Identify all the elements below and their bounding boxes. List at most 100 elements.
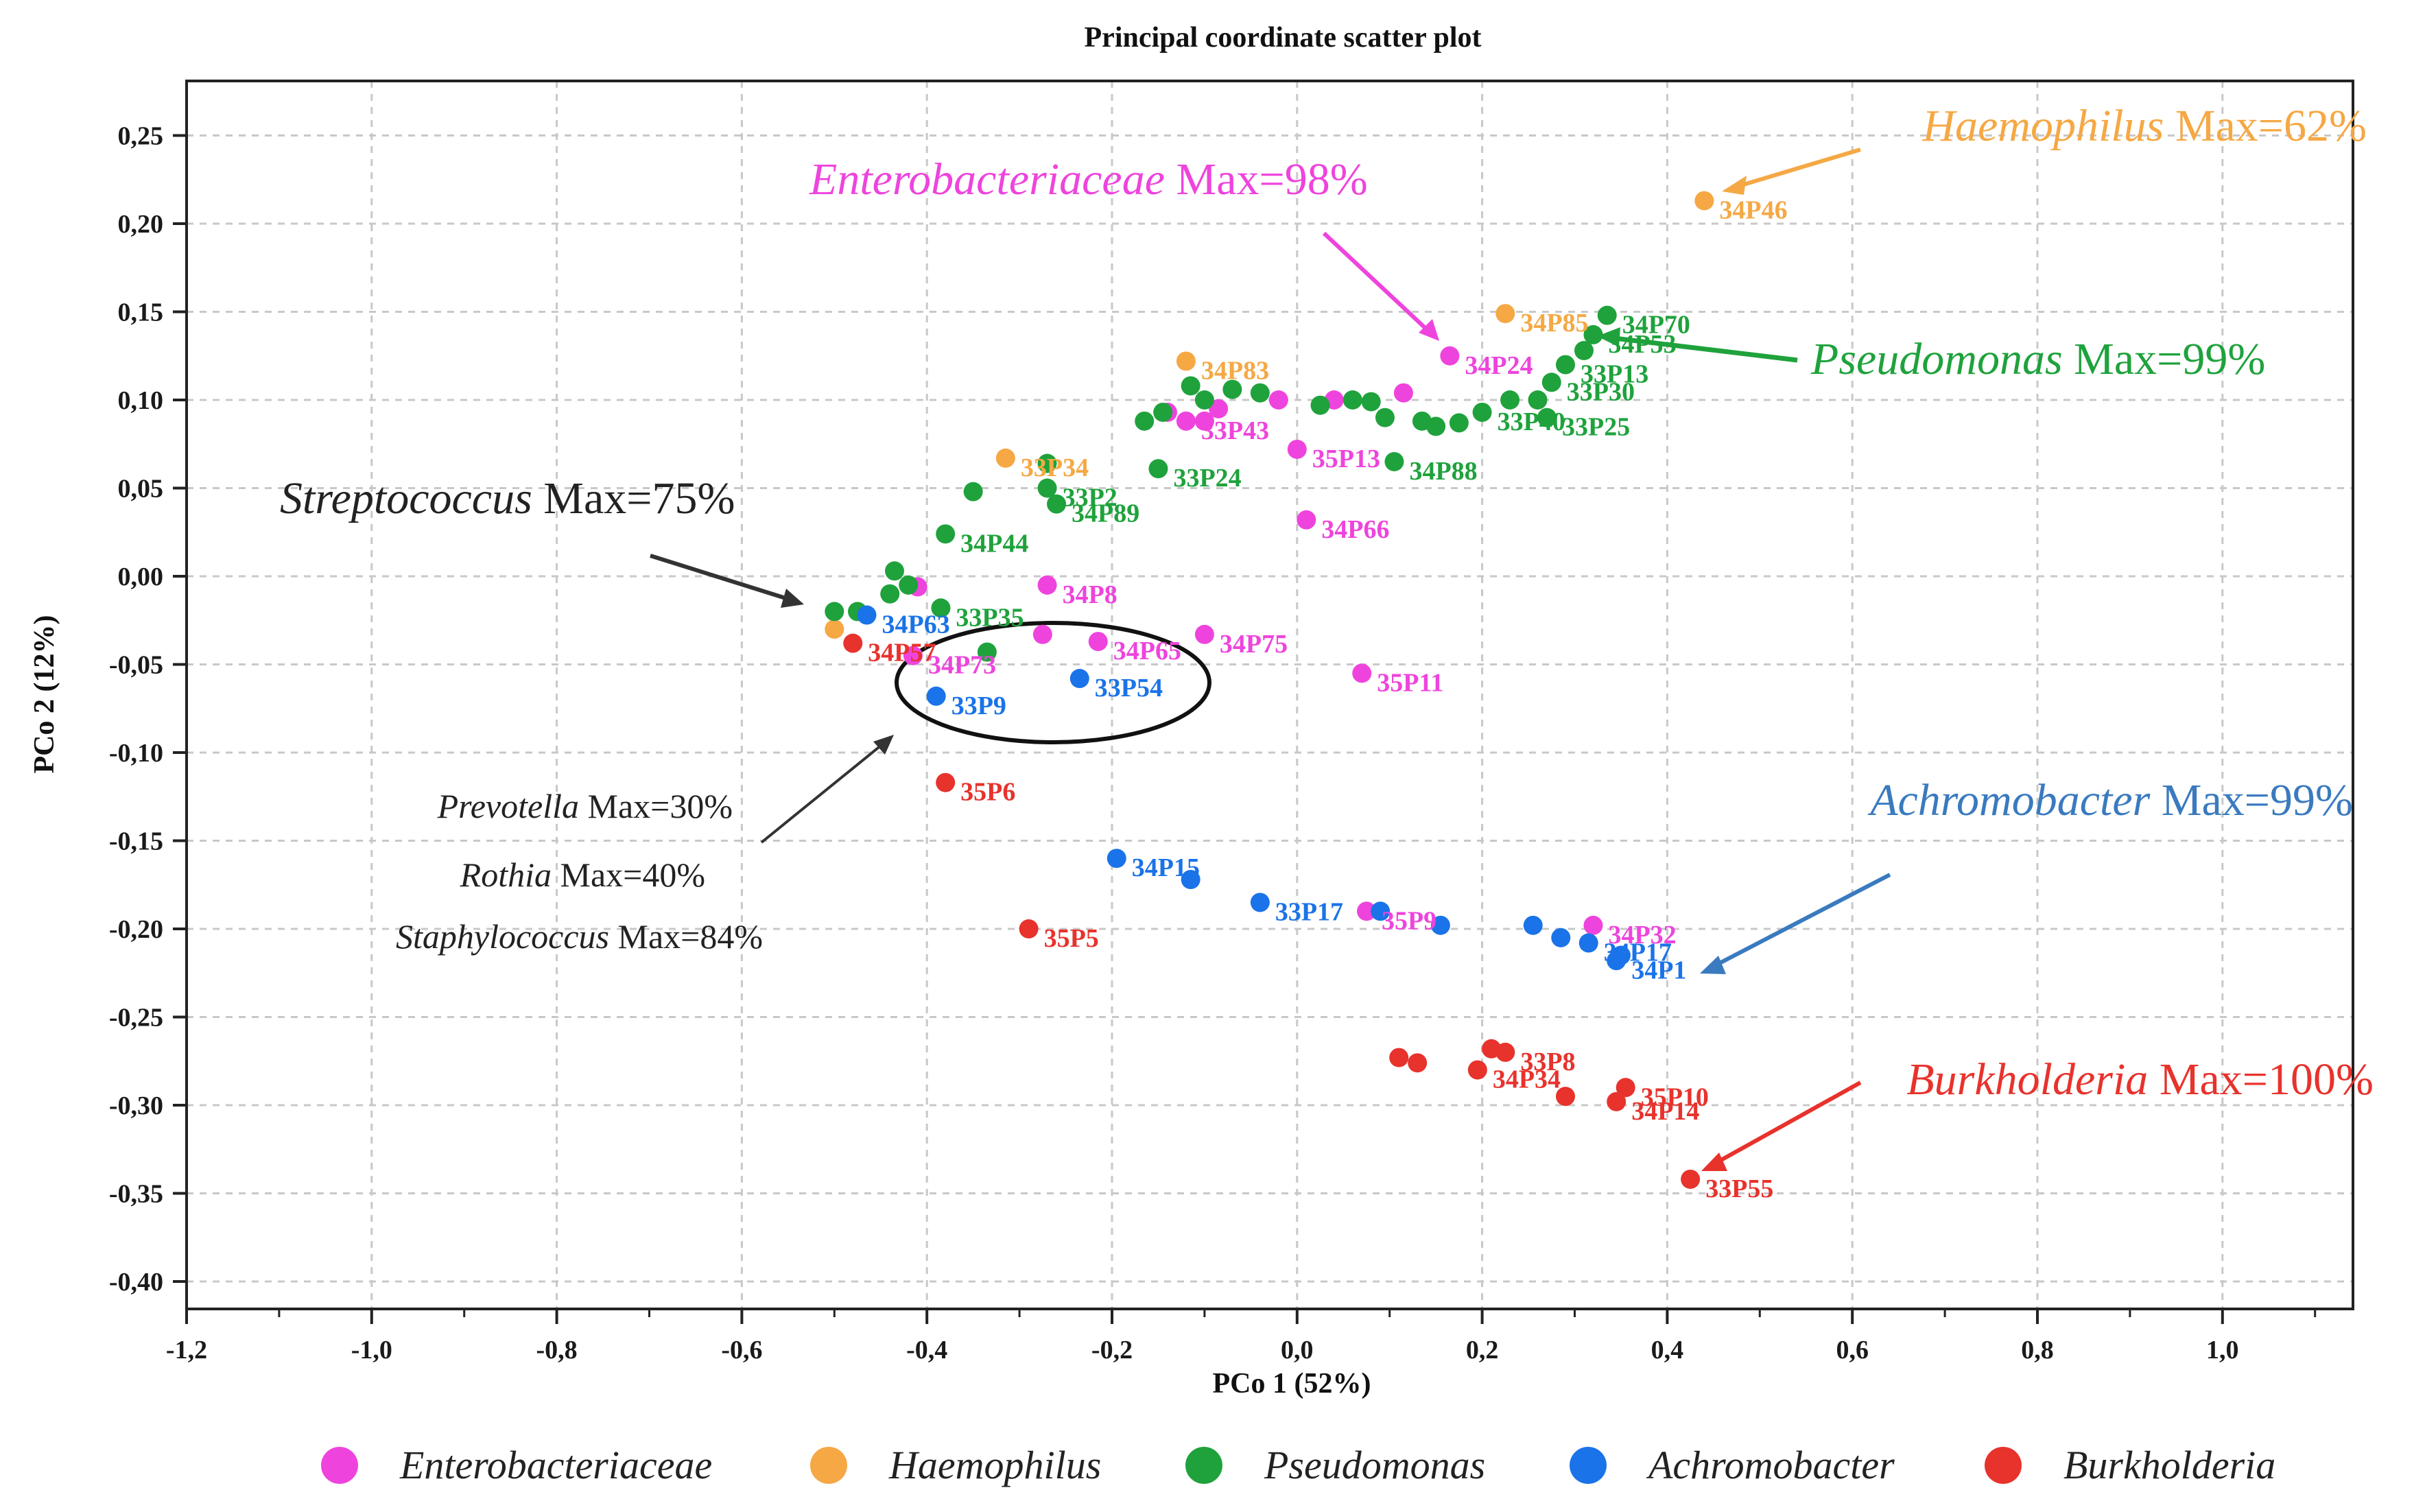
haemophilus-point	[1495, 304, 1515, 324]
burkholderia-point	[936, 772, 956, 792]
pseudomonas-point	[880, 584, 900, 604]
burkholderia-point-label: 33P55	[1705, 1174, 1773, 1203]
achromobacter-point	[857, 605, 877, 625]
achromobacter-arrowhead	[1700, 956, 1726, 974]
legend-haemophilus-label: Haemophilus	[888, 1443, 1101, 1487]
pseudomonas-point	[1528, 390, 1548, 410]
achromobacter-point	[1551, 928, 1571, 947]
achromobacter-point-label: 33P54	[1095, 674, 1163, 702]
annotation-max: Max=98%	[1165, 154, 1368, 204]
burkholderia-point-label: 34P14	[1631, 1097, 1699, 1126]
pseudomonas-point-label: 33P2	[1063, 484, 1117, 512]
plot-frame	[185, 80, 2354, 1310]
achromobacter-arrow	[1710, 873, 1891, 969]
pseudomonas-point	[1449, 413, 1469, 433]
achromobacter-point	[1250, 893, 1270, 912]
pseudomonas-point	[825, 602, 844, 622]
enterobacteriaceae-point	[1297, 510, 1316, 530]
annotation-genus: Rothia	[460, 855, 552, 894]
achromobacter-point	[1578, 933, 1598, 953]
burkholderia-point	[1607, 1091, 1626, 1111]
haemophilus-point-label: 33P34	[1021, 453, 1089, 482]
burkholderia-point	[1556, 1087, 1576, 1107]
enterobacteriaceae-point	[1356, 901, 1376, 921]
pseudomonas-point-label: 34P44	[960, 529, 1028, 558]
burkholderia-arrowhead	[1701, 1153, 1727, 1171]
y-tick-label: -0,20	[109, 915, 163, 944]
annotation-burkholderia: Burkholderia Max=100%	[1906, 1054, 2374, 1105]
pseudomonas-point-label: 33P13	[1581, 360, 1648, 389]
pseudomonas-point	[1375, 407, 1395, 427]
legend-burkholderia-label: Burkholderia	[2063, 1443, 2275, 1487]
enterobacteriaceae-point-label: 35P9	[1382, 906, 1436, 935]
burkholderia-point-label: 34P34	[1493, 1065, 1561, 1094]
haemophilus-point	[825, 619, 844, 639]
enterobacteriaceae-point-label: 35P11	[1377, 668, 1443, 697]
enterobacteriaceae-point-label: 35P13	[1312, 445, 1380, 473]
haemophilus-point-label: 34P85	[1520, 309, 1588, 338]
cluster-ellipse	[895, 621, 1211, 744]
pseudomonas-point	[1037, 478, 1057, 498]
burkholderia-point	[1681, 1169, 1701, 1189]
pseudomonas-point	[1597, 305, 1617, 325]
achromobacter-point-label: 34P63	[882, 611, 950, 639]
enterobacteriaceae-point	[1032, 624, 1052, 644]
achromobacter-point-label: 33P9	[951, 692, 1006, 720]
annotation-achromobacter: Achromobacter Max=99%	[1867, 775, 2353, 825]
y-tick-label: 0,15	[118, 298, 164, 327]
pseudomonas-point	[1250, 383, 1270, 403]
haemophilus-arrowhead	[1722, 176, 1747, 195]
pseudomonas-point-label: 33P30	[1567, 377, 1635, 406]
y-tick-label: 0,25	[118, 122, 164, 151]
enterobacteriaceae-arrowhead	[1419, 319, 1439, 341]
x-tick-label: -0,8	[536, 1336, 578, 1365]
x-tick-label: -0,2	[1091, 1336, 1133, 1365]
x-tick-label: 0,8	[2021, 1336, 2054, 1365]
pseudomonas-point-label: 34P53	[1608, 330, 1676, 359]
achromobacter-point	[1371, 901, 1391, 921]
pseudomonas-point	[1148, 459, 1168, 479]
x-tick-label: 0,4	[1651, 1336, 1684, 1365]
pseudomonas-point	[936, 524, 956, 544]
achromobacter-point	[926, 686, 946, 706]
annotation-max: Max=62%	[2164, 101, 2367, 151]
pseudomonas-point	[1556, 355, 1576, 375]
burkholderia-point	[843, 633, 863, 653]
legend-achromobacter-label: Achromobacter	[1646, 1443, 1895, 1487]
pseudomonas-point	[1384, 451, 1404, 471]
enterobacteriaceae-point-label: 34P24	[1465, 351, 1533, 380]
y-tick-label: -0,25	[109, 1004, 163, 1032]
pseudomonas-arrowhead	[1597, 327, 1620, 347]
annotation-max: Max=84%	[609, 917, 763, 956]
pseudomonas-point	[1583, 324, 1603, 344]
legend-burkholderia-marker	[1985, 1447, 2022, 1484]
enterobacteriaceae-point	[1194, 624, 1214, 644]
grid-lines	[187, 81, 2353, 1309]
enterobacteriaceae-point-label: 34P66	[1321, 515, 1389, 544]
enterobacteriaceae-point	[1287, 439, 1307, 459]
x-tick-label: -1,2	[166, 1336, 207, 1365]
y-tick-label: 0,10	[118, 386, 164, 415]
x-tick-label: -0,6	[721, 1336, 762, 1365]
y-axis-ticks: 0,25 0,20 0,15 0,10 0,05 0,00 -0,05 -0,10 -0,15 -…	[109, 122, 187, 1297]
burkholderia-point-label: 35P5	[1044, 924, 1099, 953]
y-axis-label: PCo 2 (12%)	[29, 615, 60, 774]
burkholderia-point	[1019, 919, 1039, 938]
pseudomonas-point	[1037, 453, 1057, 473]
x-tick-label: 0,0	[1281, 1336, 1314, 1365]
legend-achromobacter-marker	[1570, 1447, 1607, 1484]
annotation-genus: Burkholderia	[1906, 1054, 2148, 1105]
x-tick-label: -0,4	[906, 1336, 947, 1365]
haemophilus-point-label: 34P83	[1201, 356, 1269, 385]
y-tick-label: -0,35	[109, 1180, 163, 1209]
haemophilus-point	[1694, 191, 1714, 211]
pseudomonas-point	[1541, 373, 1561, 392]
enterobacteriaceae-point	[1209, 399, 1229, 418]
y-tick-label: 0,20	[118, 210, 164, 239]
enterobacteriaceae-point-label: 34P32	[1608, 921, 1676, 949]
annotation-genus: Pseudomonas	[1810, 334, 2063, 384]
minor-genera-arrowhead	[873, 735, 894, 755]
achromobacter-point	[1523, 915, 1543, 935]
annotation-genus: Enterobacteriaceae	[809, 154, 1165, 204]
